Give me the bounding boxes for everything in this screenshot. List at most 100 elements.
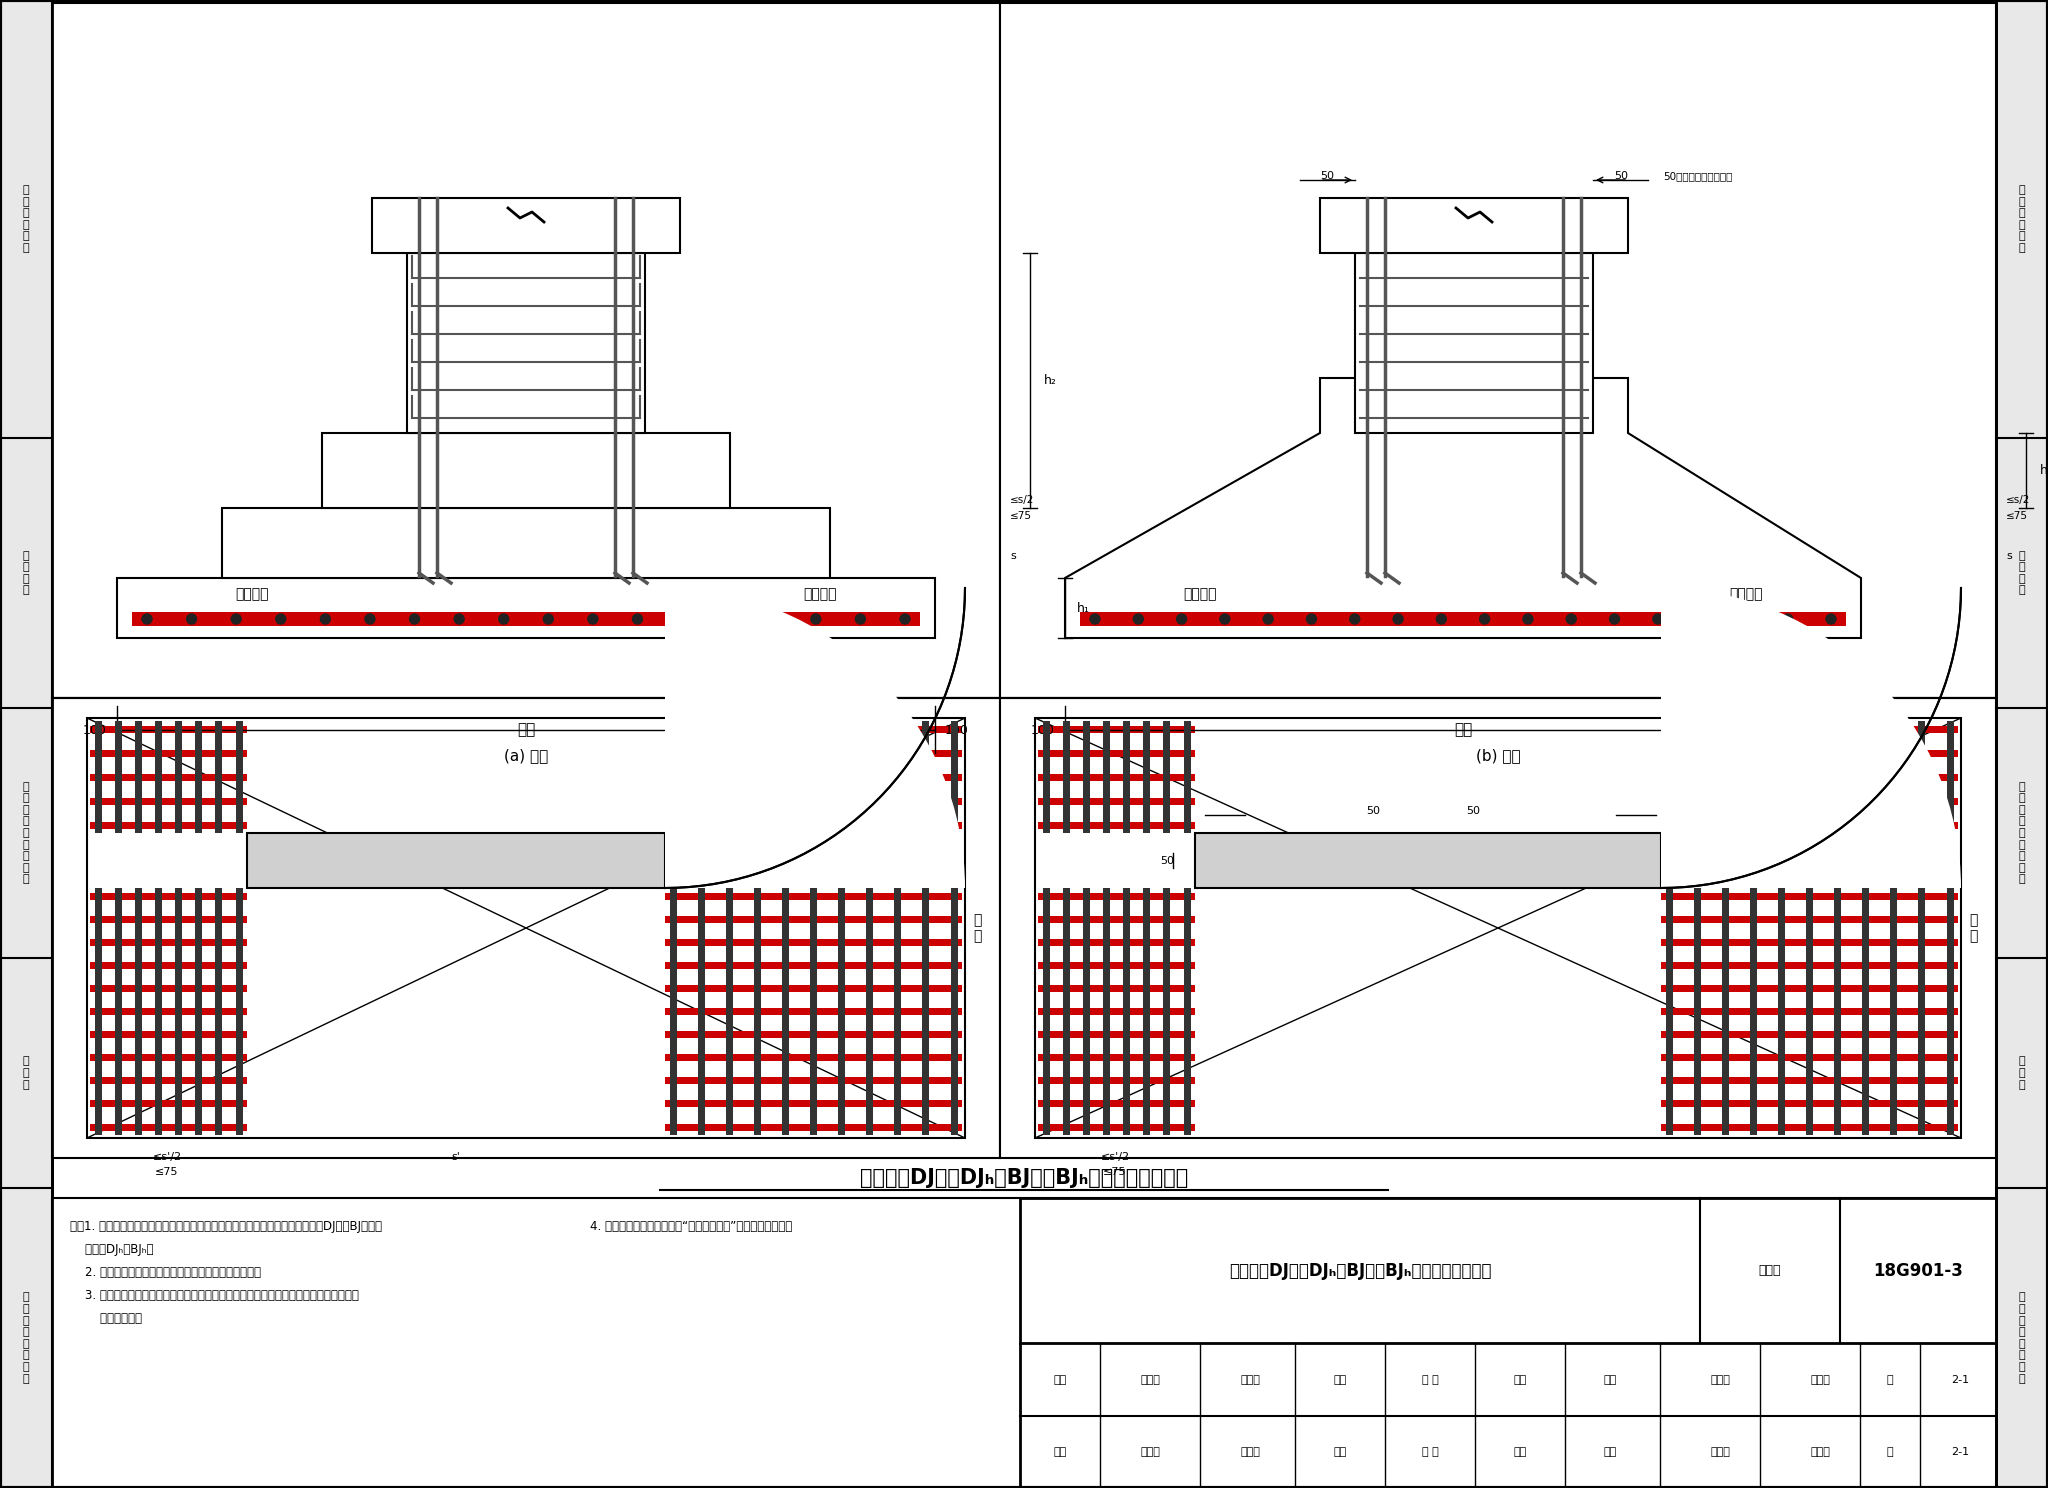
Text: h₁: h₁ bbox=[1077, 601, 1090, 615]
Text: 桩
基
础: 桩 基 础 bbox=[23, 1056, 29, 1089]
Bar bbox=[1661, 893, 1958, 900]
Circle shape bbox=[1393, 615, 1403, 623]
Bar bbox=[215, 722, 223, 833]
Text: 独立基础DJ。、DJₕ、BJ。、BJₕ底板钉筋排布构造: 独立基础DJ。、DJₕ、BJ。、BJₕ底板钉筋排布构造 bbox=[1229, 1262, 1491, 1280]
Text: 黄志刚: 黄志刚 bbox=[1141, 1375, 1159, 1385]
Bar bbox=[1038, 774, 1194, 781]
Text: 一
般
构
造
要
求: 一 般 构 造 要 求 bbox=[23, 185, 29, 253]
Text: 黄志刚: 黄志刚 bbox=[1239, 1446, 1260, 1457]
Bar bbox=[666, 1007, 963, 1015]
Bar bbox=[1661, 1031, 1958, 1039]
Bar bbox=[666, 1031, 963, 1039]
Bar bbox=[51, 698, 999, 1158]
Text: 独立基础DJ。、DJₕ、BJ。、BJₕ底板钉筋排布构造: 独立基础DJ。、DJₕ、BJ。、BJₕ底板钉筋排布构造 bbox=[860, 1168, 1188, 1187]
Bar bbox=[1038, 1054, 1194, 1061]
Bar bbox=[90, 939, 248, 946]
Text: 王怀元: 王怀元 bbox=[1710, 1446, 1731, 1457]
Text: 形截面DJₕ、BJₕ。: 形截面DJₕ、BJₕ。 bbox=[70, 1242, 154, 1256]
Bar bbox=[666, 821, 963, 829]
Circle shape bbox=[455, 615, 465, 623]
Circle shape bbox=[1782, 615, 1792, 623]
Bar bbox=[1184, 888, 1190, 1135]
Bar bbox=[1122, 722, 1130, 833]
Bar bbox=[666, 750, 963, 756]
Circle shape bbox=[1479, 615, 1489, 623]
Bar bbox=[895, 888, 901, 1135]
Bar bbox=[950, 888, 958, 1135]
Circle shape bbox=[543, 615, 553, 623]
Circle shape bbox=[1696, 615, 1706, 623]
Text: 王怀元: 王怀元 bbox=[1810, 1375, 1831, 1385]
Circle shape bbox=[1827, 615, 1835, 623]
Text: 页: 页 bbox=[1886, 1375, 1892, 1385]
Circle shape bbox=[633, 615, 643, 623]
Text: 一
般
构
造
要
求: 一 般 构 造 要 求 bbox=[2019, 185, 2025, 253]
Text: 审核: 审核 bbox=[1053, 1446, 1067, 1457]
Text: 长向: 长向 bbox=[516, 723, 535, 738]
Bar bbox=[725, 722, 733, 833]
Text: ≤75: ≤75 bbox=[1104, 1167, 1126, 1177]
Bar bbox=[90, 961, 248, 969]
Text: 页: 页 bbox=[1886, 1446, 1892, 1457]
Bar bbox=[90, 821, 248, 829]
Bar bbox=[1749, 888, 1757, 1135]
Circle shape bbox=[811, 615, 821, 623]
Text: 体工程设计。: 体工程设计。 bbox=[70, 1312, 141, 1324]
Bar bbox=[666, 1123, 963, 1131]
Bar bbox=[1034, 719, 1962, 1138]
Bar bbox=[922, 722, 930, 833]
Text: 2-1: 2-1 bbox=[1952, 1446, 1968, 1457]
Bar bbox=[117, 577, 936, 638]
Bar bbox=[666, 915, 963, 923]
Bar bbox=[1038, 939, 1194, 946]
Text: s: s bbox=[2005, 551, 2011, 561]
Bar bbox=[236, 888, 242, 1135]
Bar bbox=[666, 1054, 963, 1061]
Text: 设计: 设计 bbox=[1604, 1446, 1616, 1457]
Text: ≤75: ≤75 bbox=[2005, 510, 2028, 521]
Circle shape bbox=[678, 615, 686, 623]
Bar bbox=[135, 722, 141, 833]
Bar bbox=[1661, 961, 1958, 969]
Bar bbox=[950, 722, 958, 833]
Bar bbox=[666, 726, 963, 732]
Bar bbox=[725, 888, 733, 1135]
Text: 3. 独立基础底部双向钉筋长向设置在下，短向设置在上。独立基础的长向为何向详见具: 3. 独立基础底部双向钉筋长向设置在下，短向设置在上。独立基础的长向为何向详见具 bbox=[70, 1289, 358, 1302]
Bar bbox=[811, 888, 817, 1135]
Bar bbox=[90, 1077, 248, 1085]
Circle shape bbox=[1090, 615, 1100, 623]
Text: 黄志刚: 黄志刚 bbox=[1141, 1446, 1159, 1457]
Bar bbox=[895, 722, 901, 833]
Circle shape bbox=[1264, 615, 1274, 623]
Bar bbox=[1104, 722, 1110, 833]
Bar bbox=[1661, 1054, 1958, 1061]
Bar bbox=[1661, 726, 1958, 732]
Bar bbox=[1806, 722, 1812, 833]
Bar bbox=[1038, 893, 1194, 900]
Bar bbox=[94, 888, 102, 1135]
Bar bbox=[90, 893, 248, 900]
Bar bbox=[1661, 1123, 1958, 1131]
Text: s': s' bbox=[451, 1152, 461, 1162]
Bar bbox=[666, 961, 963, 969]
Bar bbox=[1661, 798, 1958, 805]
Text: ≤75: ≤75 bbox=[156, 1167, 178, 1177]
Text: 短
向: 短 向 bbox=[973, 914, 981, 943]
Bar bbox=[670, 722, 676, 833]
Bar bbox=[1661, 915, 1958, 923]
Bar bbox=[135, 888, 141, 1135]
Bar bbox=[1184, 722, 1190, 833]
Circle shape bbox=[1307, 615, 1317, 623]
Text: 注：1. 本图适用于普通独立基础和杯口独立基础，基础的截面形式为阶梯形截面DJ。、BJ。或坡: 注：1. 本图适用于普通独立基础和杯口独立基础，基础的截面形式为阶梯形截面DJ。… bbox=[70, 1220, 383, 1234]
Bar bbox=[1862, 888, 1870, 1135]
Bar bbox=[1946, 722, 1954, 833]
Bar bbox=[1020, 1198, 1997, 1488]
Bar bbox=[866, 888, 872, 1135]
Bar bbox=[1063, 722, 1069, 833]
Bar bbox=[1778, 722, 1786, 833]
Bar bbox=[174, 722, 182, 833]
Bar bbox=[94, 722, 102, 833]
Bar bbox=[1038, 750, 1194, 756]
Bar bbox=[1806, 888, 1812, 1135]
Bar bbox=[174, 888, 182, 1135]
